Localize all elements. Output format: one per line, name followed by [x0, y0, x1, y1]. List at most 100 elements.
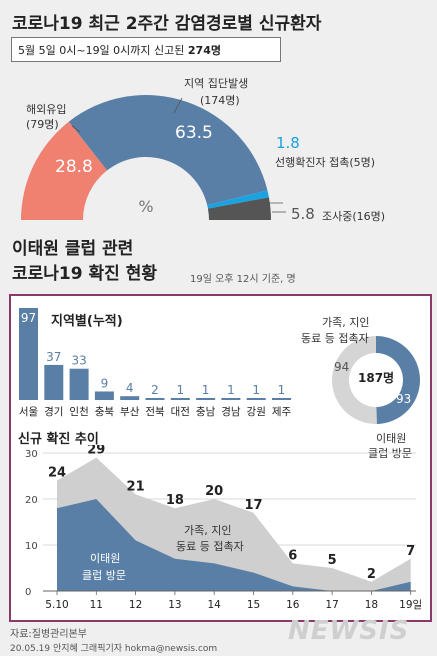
- seg3-value: 5.8: [291, 205, 315, 223]
- total-label-8: 2: [367, 567, 376, 582]
- seg2-value: 1.8: [276, 134, 300, 152]
- region-bar-0: [19, 308, 38, 400]
- total-label-2: 21: [127, 479, 145, 494]
- seg0-value: 28.8: [55, 157, 93, 177]
- total-label-4: 20: [205, 484, 223, 499]
- region-value-6: 1: [176, 383, 184, 397]
- region-label-2: 인천: [69, 406, 88, 418]
- y-tick-30: 30: [25, 449, 38, 460]
- x-label-0: 5.10: [45, 599, 68, 611]
- y-tick-10: 10: [25, 541, 38, 552]
- region-bar-6: [170, 398, 190, 400]
- regional-bar-chart: 97 서울 37 경기 33 인천 9 충북 4 부산 2 전북 1 대전 1 충남 1 경남 1 강원 1 제주: [19, 308, 292, 418]
- region-bar-5: [145, 398, 165, 400]
- donut-slice-3: [207, 197, 271, 220]
- y-tick-20: 20: [25, 495, 38, 506]
- footer-source: 자료:질병관리본부: [10, 629, 87, 640]
- region-label-7: 충남: [196, 406, 216, 418]
- x-label-8: 18: [365, 599, 378, 611]
- region-bar-7: [196, 398, 216, 400]
- region-value-7: 1: [202, 383, 210, 397]
- ring-label-family: 가족, 지인: [322, 316, 370, 329]
- area-label-club: 이태원: [90, 552, 121, 565]
- x-label-1: 11: [90, 599, 103, 611]
- region-label-1: 경기: [44, 405, 63, 418]
- region-label-0: 서울: [19, 406, 39, 418]
- x-label-5: 15: [247, 599, 260, 611]
- section2-title-line2: 코로나19 확진 현황: [12, 264, 157, 284]
- seg1-value: 63.5: [175, 123, 213, 143]
- ring-label-club2: 클럽 방문: [368, 447, 412, 460]
- region-value-0: 97: [21, 311, 36, 325]
- ring-total: 187명: [358, 371, 395, 385]
- ring-slice-1: [332, 336, 377, 424]
- club-ring-chart: [332, 336, 421, 424]
- region-bar-3: [94, 391, 114, 400]
- x-label-7: 17: [325, 599, 338, 611]
- region-label-6: 대전: [171, 406, 190, 418]
- region-value-10: 1: [278, 383, 286, 397]
- subtitle-total: 274명: [187, 44, 221, 57]
- donut-slice-2: [207, 190, 269, 209]
- regional-title: 지역별(누적): [51, 314, 123, 329]
- footer-credit: 20.05.19 안지혜 그래픽기자 hokma@newsis.com: [10, 644, 218, 654]
- total-label-7: 5: [328, 553, 337, 568]
- area-club: [57, 499, 411, 591]
- percent-symbol: %: [138, 197, 153, 216]
- region-label-8: 경남: [221, 405, 241, 418]
- x-label-3: 13: [168, 599, 181, 611]
- region-label-4: 부산: [120, 406, 140, 418]
- region-value-5: 2: [151, 383, 159, 397]
- total-label-5: 17: [244, 498, 262, 513]
- trend-area-chart: 0 10 20 30 24 5.10 29 11 21 12 18 13 20 14 17 15 6 16 5 17 2…: [25, 445, 422, 611]
- total-label-3: 18: [166, 493, 184, 508]
- leader-line-seg0: [71, 125, 81, 133]
- area-label-contact: 가족, 지인: [184, 524, 232, 537]
- region-label-3: 충북: [95, 406, 115, 418]
- ring-slice-0: [376, 336, 421, 424]
- region-value-1: 37: [46, 350, 61, 364]
- region-bar-4: [120, 396, 140, 400]
- section2-note: 19일 오후 12시 기준, 명: [190, 274, 296, 285]
- subtitle-box: 5월 5일 0시~19일 0시까지 신고된 274명: [11, 37, 281, 62]
- x-label-4: 14: [208, 599, 222, 611]
- region-value-8: 1: [227, 383, 235, 397]
- region-value-2: 33: [71, 354, 86, 368]
- leader-line-seg1: [173, 97, 183, 114]
- donut-slice-0: [21, 121, 108, 220]
- region-value-9: 1: [252, 383, 260, 397]
- ring-inner-value: 94: [334, 360, 350, 374]
- seg1-name: 지역 집단발생: [184, 77, 249, 90]
- ring-label-family2: 동료 등 접촉자: [301, 332, 369, 345]
- seg2-text: 선행확진자 접촉(5명): [275, 156, 376, 169]
- area-label-club2: 클럽 방문: [82, 569, 126, 582]
- watermark-logo: NEWSIS: [288, 616, 410, 646]
- donut-slice-1: [68, 94, 268, 206]
- region-bar-8: [221, 398, 241, 400]
- total-label-1: 29: [87, 445, 105, 458]
- section2-title-line1: 이태원 클럽 관련: [12, 239, 134, 259]
- region-label-9: 강원: [247, 406, 266, 418]
- seg0-name: 해외유입: [26, 103, 67, 116]
- trend-title: 신규 확진 추이: [18, 432, 99, 447]
- ring-outer-value: 93: [396, 392, 412, 406]
- ring-label-club: 이태원: [376, 432, 407, 445]
- region-value-4: 4: [126, 381, 134, 395]
- x-label-6: 16: [286, 599, 300, 611]
- area-label-contact2: 동료 등 접촉자: [176, 540, 244, 553]
- region-label-5: 전북: [145, 406, 165, 418]
- region-label-10: 제주: [272, 406, 292, 418]
- subtitle-text: 5월 5일 0시~19일 0시까지 신고된: [18, 44, 188, 57]
- region-value-3: 9: [101, 376, 109, 390]
- route-donut-chart: %: [21, 94, 286, 220]
- total-label-0: 24: [48, 466, 66, 481]
- region-bar-10: [272, 398, 291, 400]
- region-bar-1: [44, 364, 64, 400]
- seg0-count: (79명): [26, 118, 59, 131]
- region-bar-2: [69, 368, 89, 400]
- seg1-count: (174명): [200, 94, 240, 107]
- x-label-9: 19일: [399, 598, 422, 611]
- x-label-2: 12: [129, 599, 142, 611]
- seg3-text: 조사중(16명): [322, 210, 386, 223]
